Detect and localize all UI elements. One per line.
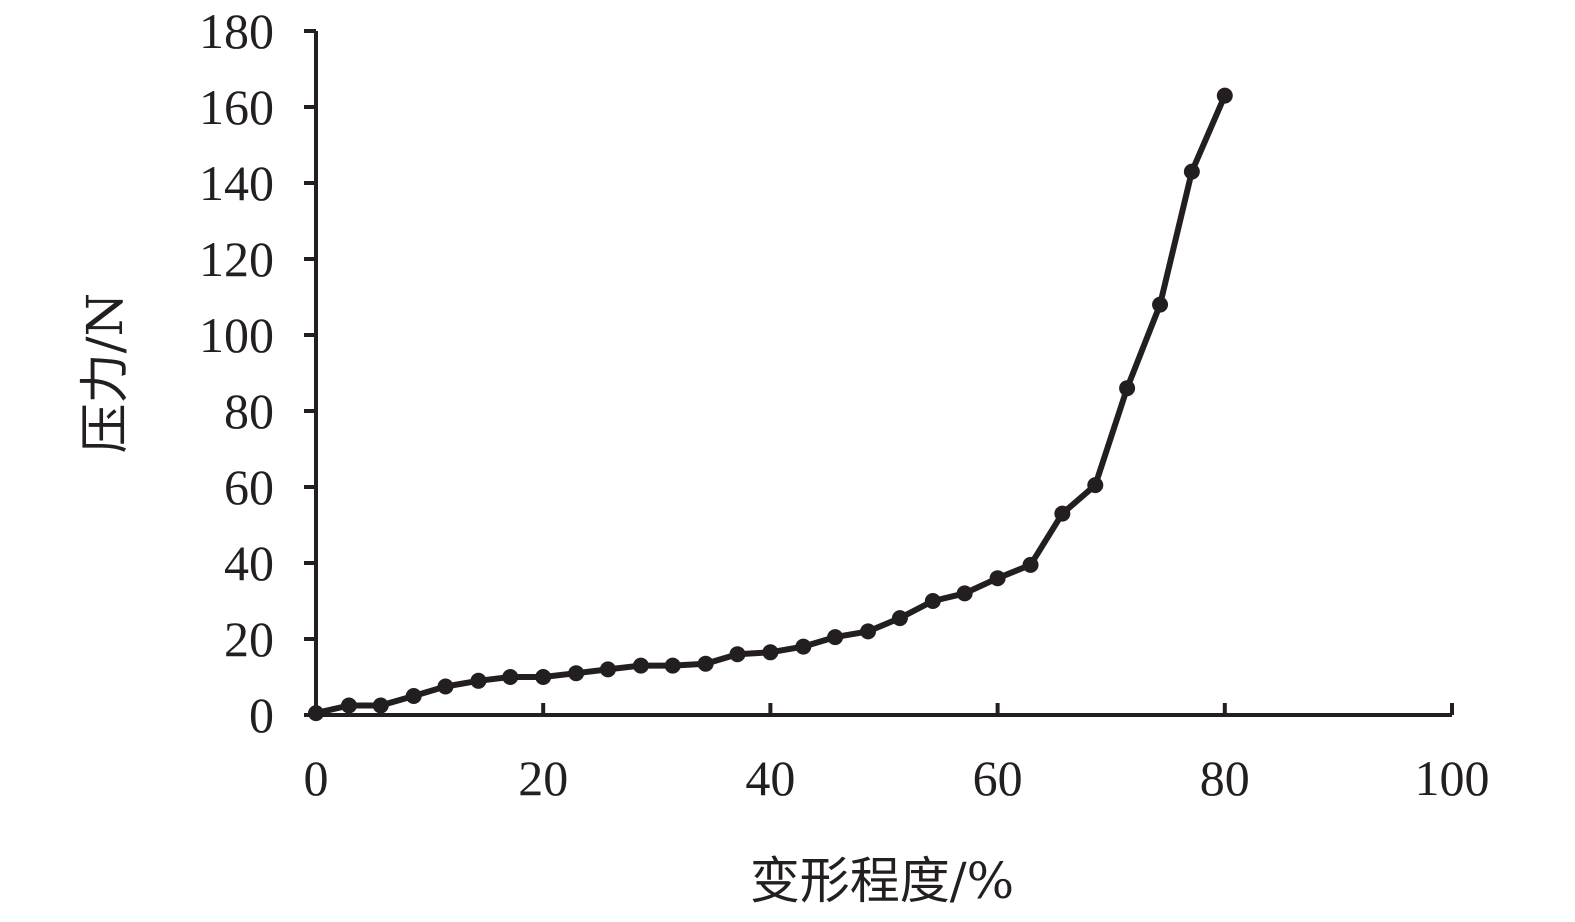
y-tick-label: 180 (199, 3, 274, 59)
data-point (989, 570, 1006, 587)
y-axis-title: 压力/N (76, 293, 134, 454)
data-point (924, 593, 941, 609)
data-point (762, 644, 779, 661)
data-point (664, 657, 681, 674)
data-point (340, 697, 357, 714)
y-tick-label: 20 (224, 611, 274, 667)
axes (314, 31, 1452, 717)
y-tick-label: 100 (199, 307, 274, 363)
y-tick-label: 0 (249, 687, 274, 743)
y-tick-label: 80 (224, 383, 274, 439)
data-point (795, 638, 812, 655)
data-point (1183, 163, 1200, 180)
data-point (535, 669, 552, 685)
x-tick-label: 20 (518, 750, 568, 806)
y-tick-label: 40 (224, 535, 274, 591)
y-tick-label: 120 (199, 231, 274, 287)
data-point (891, 610, 908, 627)
data-point (860, 623, 877, 640)
data-point (1152, 296, 1169, 313)
data-point (697, 655, 714, 672)
y-tick-label: 60 (224, 459, 274, 515)
y-tick-label: 160 (199, 79, 274, 135)
y-tick-label: 140 (199, 155, 274, 211)
data-point (827, 629, 844, 646)
data-point (437, 678, 454, 695)
x-tick-label: 80 (1200, 750, 1250, 806)
data-point (470, 672, 487, 689)
y-ticks: 0 20 40 60 80 100 120 140 160 180 (199, 3, 316, 743)
data-point (956, 585, 973, 602)
x-tick-label: 40 (745, 750, 795, 806)
x-tick-label: 0 (304, 750, 329, 806)
data-point (1087, 477, 1104, 494)
x-ticks: 0 20 40 60 80 100 (304, 703, 1490, 806)
series-layer (308, 87, 1233, 722)
data-point (729, 646, 746, 663)
data-point (568, 665, 585, 682)
data-point (1119, 380, 1136, 397)
data-point (1022, 556, 1039, 573)
data-point (1054, 505, 1071, 522)
data-point (372, 697, 389, 714)
x-tick-label: 60 (973, 750, 1023, 806)
data-point (632, 657, 649, 674)
data-point (405, 688, 422, 704)
x-tick-label: 100 (1415, 750, 1490, 806)
data-point (502, 669, 519, 685)
x-axis-title: 变形程度/% (750, 852, 1014, 910)
data-point (308, 705, 324, 722)
data-point (1216, 87, 1233, 104)
data-point (599, 661, 616, 678)
series-line (315, 94, 1228, 717)
